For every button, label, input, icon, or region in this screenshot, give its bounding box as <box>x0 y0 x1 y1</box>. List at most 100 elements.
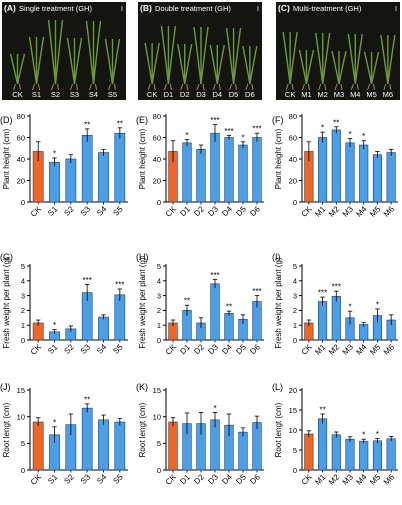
significance-mark: *** <box>210 271 219 280</box>
x-tick-label: CK <box>164 204 179 219</box>
chart-panel-j: (J) Root lengt (cm) 0 5 10 15 CK * S1 S2 ** S3 S4 S5 <box>0 382 128 487</box>
x-tick-label: D5 <box>234 472 248 486</box>
y-tick-label: 40 <box>17 155 25 164</box>
photo-plant-label: M5 <box>366 90 376 99</box>
plant-leaf <box>35 36 45 85</box>
x-tick-label: S1 <box>46 342 60 356</box>
plant-root <box>180 83 189 91</box>
x-tick-label: D6 <box>248 204 262 218</box>
plant-root <box>383 83 392 91</box>
y-tick-label: 4 <box>21 277 25 286</box>
y-tick-label: 15 <box>289 406 297 415</box>
bar-d2 <box>196 149 206 203</box>
plant-seedling <box>144 42 160 91</box>
x-tick-label: S4 <box>95 472 109 486</box>
bar-s4 <box>98 419 109 471</box>
x-tick-label: D6 <box>248 472 262 486</box>
bar-d6 <box>252 137 262 203</box>
chart-panel-letter: (D) <box>0 115 13 125</box>
y-tick-label: 5 <box>293 446 297 455</box>
photo-plant-label: CK <box>12 90 22 99</box>
photo-title: Single treatment (GH) <box>19 4 92 13</box>
significance-mark: * <box>53 321 56 330</box>
x-tick-label: M5 <box>368 342 383 357</box>
plant-seedling <box>47 19 64 91</box>
plant-seedling <box>28 36 45 91</box>
bar-m1 <box>318 418 328 471</box>
plant-root <box>89 83 97 91</box>
y-tick-label: 2 <box>157 306 161 315</box>
y-tick-label: 0 <box>157 198 161 207</box>
chart-panel-f: (F) Plant height (cm) 0 20 40 60 80 CK * M1 ** M2 * M… <box>272 112 398 219</box>
y-tick-label: 0 <box>21 198 25 207</box>
y-axis-label: Plant height (cm) <box>138 128 147 189</box>
y-tick-label: 0 <box>157 336 161 345</box>
y-tick-label: 5 <box>21 439 25 448</box>
chart-panel-e: (E) Plant height (cm) 0 20 40 60 80 CK * D1 D2 *** D… <box>136 112 264 219</box>
x-tick-label: D4 <box>220 342 234 356</box>
x-tick-label: CK <box>29 472 44 487</box>
bar-m2 <box>331 129 341 203</box>
plant-seedling <box>160 25 177 91</box>
significance-mark: * <box>362 431 365 440</box>
x-tick-label: S3 <box>79 342 93 356</box>
bar-m3 <box>345 142 355 203</box>
x-tick-label: D4 <box>220 472 234 486</box>
plant-leaf <box>338 50 347 85</box>
significance-mark: * <box>321 124 324 133</box>
y-tick-label: 20 <box>17 176 25 185</box>
y-axis-label: Root lengt (cm) <box>2 402 11 457</box>
x-tick-label: S4 <box>95 204 109 218</box>
y-tick-label: 80 <box>289 112 297 121</box>
bar-m6 <box>386 438 396 471</box>
x-tick-label: D1 <box>178 342 192 356</box>
x-tick-label: S3 <box>79 472 93 486</box>
chart-panel-i: (I)Fresh weight per plant (g) 012345CK***… <box>272 252 398 357</box>
significance-mark: *** <box>252 287 261 296</box>
x-tick-label: M3 <box>341 472 356 487</box>
photo-plant-label: D3 <box>196 90 206 99</box>
x-tick-label: D3 <box>206 342 220 356</box>
significance-mark: * <box>348 130 351 139</box>
photo-plant-label: S3 <box>70 90 79 99</box>
plant-leaf <box>47 19 57 85</box>
chart-panel-letter: (E) <box>136 115 148 125</box>
plant-leaf <box>111 38 121 85</box>
chart-panel-letter: (G) <box>0 252 13 262</box>
photo-plant-label: M2 <box>318 90 328 99</box>
bar-s3 <box>81 135 93 203</box>
bar-d5 <box>238 144 248 203</box>
chart-panel-letter: (F) <box>272 115 284 125</box>
y-tick-label: 80 <box>17 112 25 121</box>
plant-root <box>70 83 78 91</box>
significance-mark: *** <box>224 127 233 136</box>
plant-root <box>51 83 59 91</box>
significance-mark: * <box>53 149 56 158</box>
bar-s2 <box>65 158 77 203</box>
chart-panel-l: (L) Root lengt (cm) 0 5 10 15 20 CK ** M1 M2 M3 * M4 *… <box>272 382 398 487</box>
x-tick-label: CK <box>300 472 315 487</box>
y-tick-label: 4 <box>157 277 161 286</box>
photo-panel-letter: (C) <box>278 3 290 13</box>
x-tick-label: M2 <box>327 472 342 487</box>
y-tick-label: 15 <box>153 386 161 395</box>
x-tick-label: D2 <box>192 342 206 356</box>
bar-m1 <box>318 137 328 203</box>
bar-d5 <box>238 431 248 471</box>
bar-d3 <box>210 283 220 341</box>
x-tick-label: M6 <box>382 342 397 357</box>
x-tick-label: M6 <box>382 472 397 487</box>
y-tick-label: 10 <box>153 412 161 421</box>
y-tick-label: 2 <box>293 306 297 315</box>
x-tick-label: D6 <box>248 342 262 356</box>
x-tick-label: S2 <box>62 472 76 486</box>
photo-panel-a: (A) Single treatment (GH) I CK S1 S2 S3 S4 S5 <box>2 2 126 100</box>
bar-s4 <box>98 152 109 203</box>
photo-plant-label: D4 <box>212 90 222 99</box>
y-tick-label: 4 <box>293 277 297 286</box>
x-tick-label: D2 <box>192 204 206 218</box>
bar-d1 <box>182 142 192 203</box>
x-tick-label: D1 <box>178 204 192 218</box>
y-tick-label: 1 <box>21 321 25 330</box>
